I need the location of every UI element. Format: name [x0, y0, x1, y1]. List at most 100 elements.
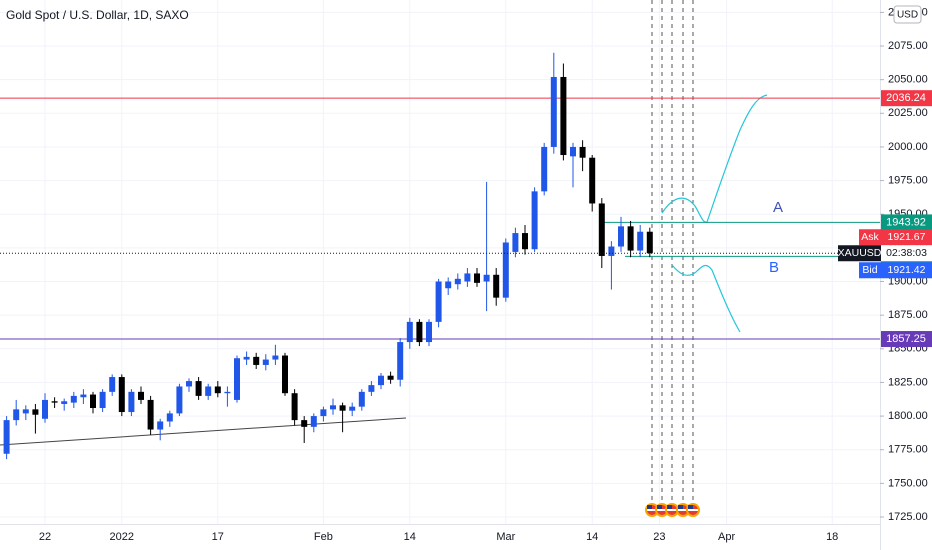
candle-body — [474, 273, 480, 283]
projection-down — [671, 264, 741, 333]
y-tick-label: 1875.00 — [888, 309, 928, 321]
chart-title: Gold Spot / U.S. Dollar, 1D, SAXO — [6, 8, 189, 22]
x-tick-label: 17 — [212, 531, 224, 543]
candle-body — [339, 405, 346, 411]
level-label: 1943.92 — [886, 216, 926, 228]
symbol-tag: XAUUSD — [838, 247, 882, 259]
level-label-box — [881, 90, 932, 107]
event-icon — [645, 503, 659, 517]
currency-button[interactable] — [893, 5, 922, 24]
ask-price-box — [881, 229, 932, 246]
candle-body — [550, 76, 557, 147]
candle-body — [51, 401, 58, 403]
currency-label[interactable]: USD — [897, 10, 918, 21]
candle-body — [166, 413, 173, 422]
candle-body — [493, 274, 500, 298]
countdown-box — [881, 245, 932, 262]
x-tick-label: 23 — [653, 531, 665, 543]
x-tick-label: 14 — [586, 531, 598, 543]
candle-body — [90, 394, 96, 409]
candle-body — [522, 233, 528, 250]
candle-body — [262, 359, 269, 365]
level-label: 2036.24 — [886, 92, 926, 104]
candle-body — [598, 203, 605, 256]
candle-body — [464, 273, 471, 282]
bid-tag-box — [859, 262, 881, 279]
event-icon — [655, 503, 669, 517]
candle-body — [42, 399, 48, 419]
candle-body — [445, 281, 452, 289]
candle-body — [618, 226, 624, 247]
candle-body — [99, 391, 106, 409]
x-tick-label: 14 — [404, 531, 416, 543]
candle-body — [32, 409, 39, 415]
candle-body — [291, 393, 298, 421]
event-icons — [645, 503, 700, 517]
y-tick-label: 1975.00 — [888, 174, 928, 186]
symbol-tag-box — [838, 245, 881, 262]
bid-price-box — [881, 262, 932, 279]
y-tick-label: 1825.00 — [888, 376, 928, 388]
candle-body — [272, 355, 279, 360]
candle-body — [426, 321, 432, 343]
candle-body — [627, 226, 634, 251]
ask-tag-box — [859, 229, 881, 246]
candle-body — [243, 356, 250, 360]
x-tick-label: Mar — [496, 531, 515, 543]
candle-body — [416, 321, 423, 343]
candle-body — [157, 421, 164, 430]
bid-price: 1921.42 — [888, 264, 926, 276]
candle-body — [435, 281, 442, 322]
candle-body — [109, 377, 116, 392]
y-tick-label: 1725.00 — [888, 511, 928, 523]
candle-body — [330, 405, 336, 410]
candle-body — [234, 358, 240, 400]
candle-body — [637, 231, 644, 251]
bid-tag: Bid — [862, 264, 877, 276]
candle-body — [406, 321, 413, 343]
candle-body — [531, 191, 538, 250]
candle-body — [310, 416, 317, 427]
y-tick-label: 2025.00 — [888, 107, 928, 119]
candle-body — [646, 231, 653, 254]
y-tick-label: 2000.00 — [888, 141, 928, 153]
candle-body — [224, 391, 231, 394]
candle-body — [13, 409, 20, 421]
candles — [0, 52, 880, 460]
candle-body — [454, 278, 461, 285]
candle-body — [483, 274, 490, 282]
level-label: 1857.25 — [886, 333, 926, 345]
candle-body — [70, 395, 77, 403]
event-icon — [686, 503, 700, 517]
candle-body — [128, 391, 135, 413]
candle-body — [176, 386, 183, 414]
candle-body — [282, 355, 288, 394]
candle-body — [378, 375, 384, 386]
candle-body — [589, 157, 596, 204]
x-tick-label: 18 — [826, 531, 838, 543]
candle-body — [80, 394, 87, 398]
candle-body — [387, 375, 394, 380]
candle-body — [118, 377, 125, 413]
trend-line — [0, 417, 407, 446]
candle-body — [301, 420, 308, 427]
x-tick-label: Apr — [718, 531, 735, 543]
candle-body — [3, 420, 10, 454]
candle-body — [205, 386, 212, 396]
candle-body — [358, 391, 365, 407]
candle-body — [253, 356, 260, 365]
y-tick-label: 1775.00 — [888, 444, 928, 456]
candle-body — [320, 409, 327, 417]
event-icon — [676, 503, 690, 517]
candle-body — [22, 409, 29, 414]
candle-body — [608, 246, 615, 256]
candle-body — [138, 391, 144, 400]
candle-body — [195, 381, 202, 396]
annotation: A — [773, 199, 783, 216]
candle-body — [512, 233, 519, 252]
annotation: B — [769, 259, 779, 276]
ask-price: 1921.67 — [888, 231, 926, 243]
y-tick-label: 1900.00 — [888, 275, 928, 287]
y-tick-label: 2050.00 — [888, 74, 928, 86]
